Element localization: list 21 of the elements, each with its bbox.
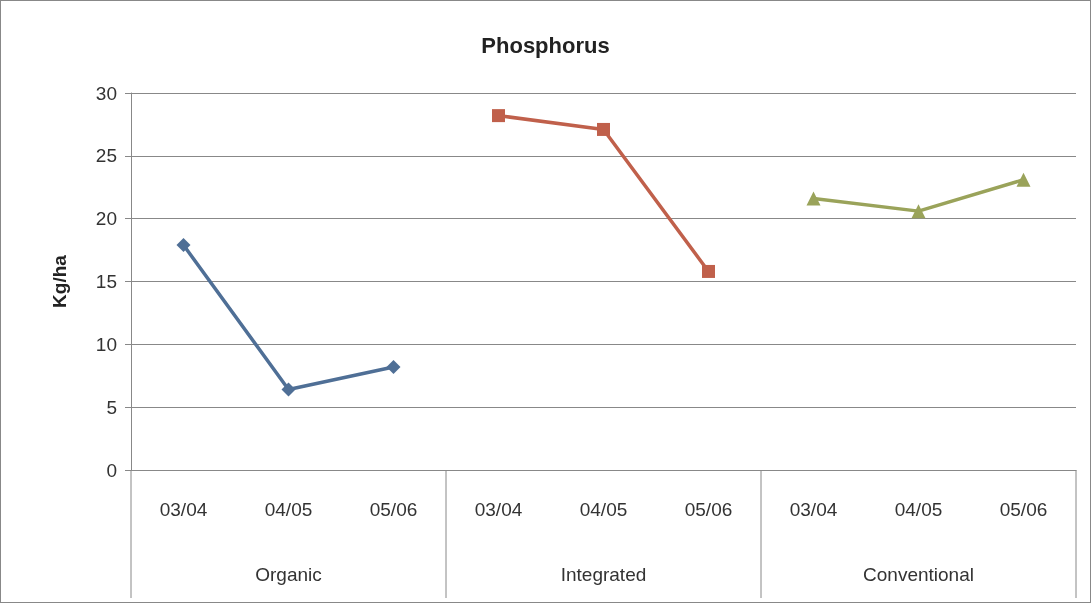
x-tick-label: 04/05 bbox=[264, 499, 313, 520]
text: Organic bbox=[255, 563, 322, 585]
x-tick-label: 04/05 bbox=[579, 499, 628, 520]
y-tick-label: 5 bbox=[106, 396, 117, 418]
x-tick-label: 05/06 bbox=[999, 499, 1048, 520]
text: Conventional bbox=[863, 563, 974, 585]
y-tick-label: 15 bbox=[95, 271, 117, 292]
x-tick-label: 03/04 bbox=[159, 499, 208, 520]
x-tick-label: 05/06 bbox=[684, 499, 733, 520]
y-tick-label: 25 bbox=[95, 145, 117, 167]
x-tick-label: 03/04 bbox=[789, 499, 838, 520]
x-tick-label: 05/06 bbox=[369, 499, 418, 520]
text: Integrated bbox=[560, 563, 647, 585]
y-tick-label: 0 bbox=[106, 459, 117, 481]
y-tick-label: 20 bbox=[95, 208, 117, 230]
y-tick-label: 10 bbox=[95, 333, 117, 355]
x-tick-label: 03/04 bbox=[474, 499, 523, 520]
x-tick-label: 04/05 bbox=[894, 499, 943, 520]
y-axis-title: Kg/ha bbox=[49, 254, 70, 308]
chart-title: Phosphorus bbox=[481, 32, 610, 58]
y-tick-label: 30 bbox=[95, 82, 117, 104]
